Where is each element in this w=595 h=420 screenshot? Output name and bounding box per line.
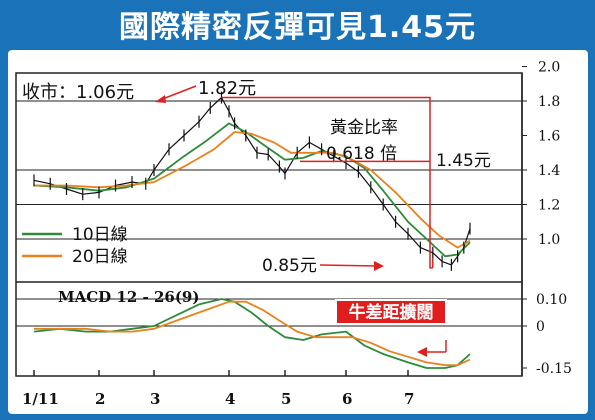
macd-label-box (335, 299, 447, 325)
xtick-label-0: 1/11 (22, 390, 59, 408)
price-ytick-label-5: 1.0 (538, 232, 560, 248)
chart-panel (8, 50, 588, 414)
macd-ytick-label-2: -0.15 (536, 361, 572, 377)
target-price-label: 1.45元 (436, 151, 491, 171)
xtick-label-1: 2 (95, 390, 105, 408)
low-price-label: 0.85元 (262, 256, 317, 276)
xtick-label-6: 7 (404, 390, 414, 408)
ratio-name-label: 黃金比率 (330, 118, 398, 138)
chart-title: 國際精密反彈可見1.45元 (118, 10, 477, 45)
low-arrow-head (374, 261, 384, 271)
price-ytick-label-2: 1.6 (538, 129, 560, 145)
xtick-label-4: 5 (281, 390, 291, 408)
high-arrow-line (159, 85, 197, 101)
high-price-label: 1.82元 (198, 78, 256, 99)
price-series-2 (34, 131, 471, 249)
ratio-value-label: 0.618 倍 (326, 144, 397, 164)
low-arrow-line (319, 264, 379, 267)
macd-label-text: 牛差距擴闊 (349, 302, 434, 323)
macd-series-0 (33, 298, 471, 369)
high-arrow-head (155, 95, 166, 103)
macd-ytick-label-1: 0 (536, 319, 545, 335)
xtick-label-5: 6 (342, 390, 352, 408)
price-ytick-label-4: 1.2 (538, 198, 560, 214)
price-series-0 (33, 96, 471, 266)
macd-title: MACD 12 - 26(9) (58, 288, 199, 306)
legend-label-0: 10日線 (72, 225, 128, 245)
price-ytick-label-0: 2.0 (538, 60, 560, 76)
macd-arrow-head (417, 347, 427, 357)
price-ytick-label-1: 1.8 (538, 94, 560, 110)
xtick-label-2: 3 (150, 390, 160, 408)
macd-ytick-label-0: 0.10 (536, 292, 567, 308)
xtick-label-3: 4 (225, 390, 235, 408)
legend-label-1: 20日線 (72, 247, 128, 267)
retracement-box (221, 96, 433, 269)
close-price-label: 收市：1.06元 (22, 82, 134, 103)
macd-series-1 (34, 300, 471, 367)
price-ytick-label-3: 1.4 (538, 163, 560, 179)
